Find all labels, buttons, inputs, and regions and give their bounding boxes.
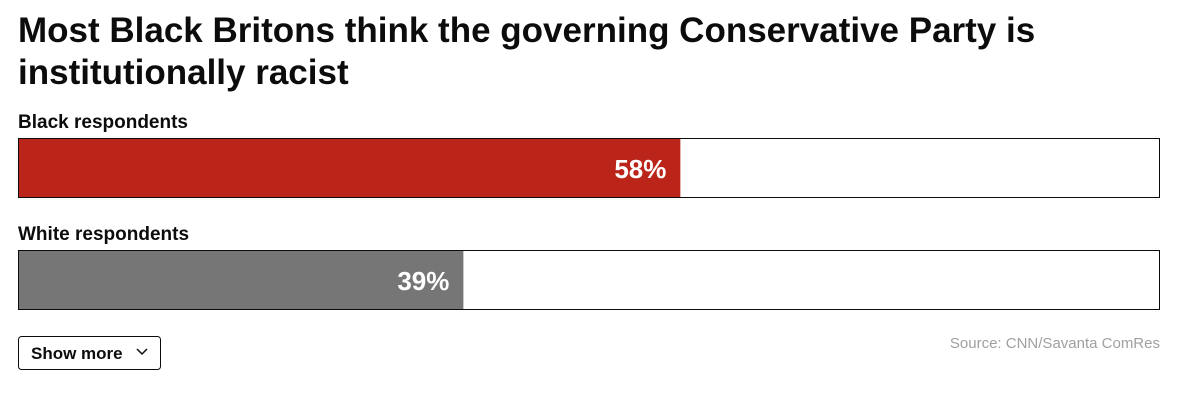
value-label: 58% — [614, 154, 666, 184]
chevron[interactable] — [136, 348, 148, 356]
bar-outline — [18, 250, 1160, 310]
bar — [18, 250, 464, 310]
category-label: Black respondents — [18, 112, 188, 133]
bar-outline — [18, 138, 1160, 198]
title-line: institutionally racist — [18, 53, 349, 92]
show-more-button[interactable]: Show more — [18, 336, 161, 370]
title-line: Most Black Britons think the governing C… — [18, 11, 1035, 50]
source: Source: CNN/Savanta ComRes — [950, 335, 1160, 352]
button-frame[interactable] — [18, 336, 161, 370]
button-label[interactable]: Show more — [31, 344, 123, 363]
chart-title: Most Black Britons think the governing C… — [18, 11, 1035, 92]
category-label: White respondents — [18, 224, 189, 245]
value-label: 39% — [397, 266, 449, 296]
bar — [18, 138, 681, 198]
